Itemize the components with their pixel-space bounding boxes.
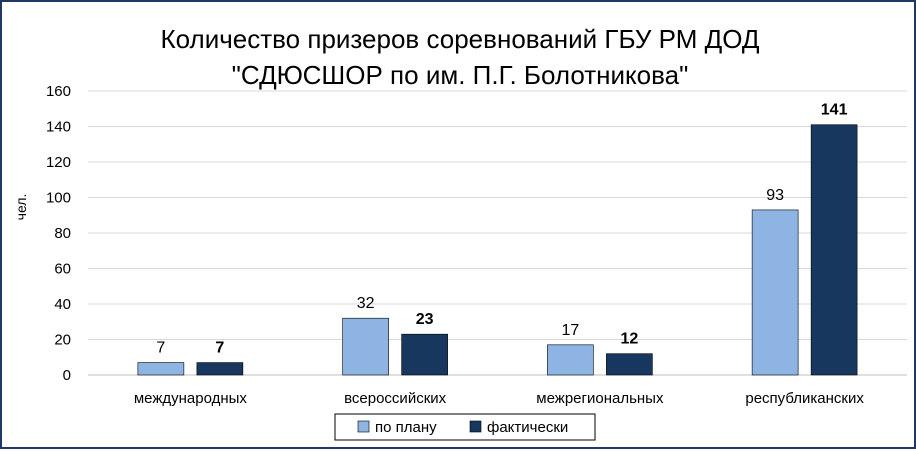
x-category-label: международных xyxy=(134,390,248,407)
bar-actual xyxy=(606,353,653,376)
data-label: 93 xyxy=(766,187,784,204)
y-tick-label: 160 xyxy=(46,83,71,100)
chart-title-line: Количество призеров соревнований ГБУ РМ … xyxy=(161,24,760,54)
data-label: 7 xyxy=(156,340,165,357)
bar-plan xyxy=(137,362,185,376)
y-tick-label: 20 xyxy=(54,332,71,349)
bar-plan xyxy=(751,209,799,376)
y-tick-label: 0 xyxy=(63,367,71,384)
y-tick-label: 80 xyxy=(54,225,71,242)
data-label: 32 xyxy=(357,295,375,312)
y-tick-label: 120 xyxy=(46,154,71,171)
chart-title-line: "СДЮСШОР по им. П.Г. Болотникова" xyxy=(232,60,689,90)
x-category-label: межрегиональных xyxy=(536,390,664,407)
y-tick-label: 60 xyxy=(54,261,71,278)
legend-swatch xyxy=(469,420,482,433)
y-tick-label: 140 xyxy=(46,119,71,136)
data-label: 23 xyxy=(416,311,434,328)
legend-label: фактически xyxy=(487,419,568,436)
legend-swatch xyxy=(357,420,370,433)
bar-actual xyxy=(810,124,858,376)
y-tick-label: 100 xyxy=(46,190,71,207)
data-label: 141 xyxy=(821,102,848,119)
legend-label: по плану xyxy=(375,419,437,436)
x-category-label: республиканских xyxy=(745,390,864,407)
data-label: 12 xyxy=(620,331,638,348)
data-label: 17 xyxy=(561,322,579,339)
bar-plan xyxy=(342,317,389,376)
y-tick-label: 40 xyxy=(54,296,71,313)
bar-actual xyxy=(401,333,448,376)
legend-box xyxy=(334,413,596,441)
y-axis-label: чел. xyxy=(13,194,29,221)
bar-plan xyxy=(547,344,594,376)
x-category-label: всероссийских xyxy=(344,390,447,407)
bar-actual xyxy=(196,362,244,376)
legend: по плану фактически xyxy=(334,413,596,441)
data-label: 7 xyxy=(215,340,224,357)
